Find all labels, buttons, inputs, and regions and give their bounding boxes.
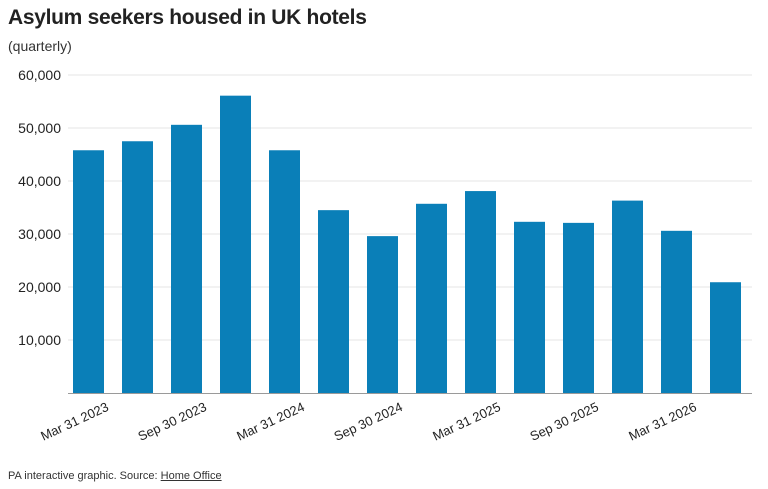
bar (661, 230, 692, 393)
x-tick-label: Mar 31 2026 (626, 399, 698, 443)
bar (514, 221, 545, 393)
bar (416, 203, 447, 393)
bar (122, 141, 153, 393)
bar (318, 210, 349, 393)
y-axis-tick-labels: 10,000 20,000 30,000 40,000 50,000 60,000 (18, 67, 61, 348)
gridlines (68, 74, 752, 341)
bar (563, 222, 594, 393)
bar (73, 150, 104, 393)
x-tick-label: Sep 30 2023 (136, 399, 209, 444)
x-tick-label: Sep 30 2024 (332, 399, 405, 444)
y-tick-label: 20,000 (18, 279, 61, 295)
bar (269, 150, 300, 393)
x-tick-label: Mar 31 2025 (430, 399, 502, 443)
source-link[interactable]: Home Office (160, 470, 222, 482)
bar (710, 282, 741, 393)
y-tick-label: 30,000 (18, 226, 61, 242)
bar (171, 124, 202, 393)
bars (73, 95, 741, 394)
y-tick-label: 50,000 (18, 120, 61, 136)
bar-chart: 10,000 20,000 30,000 40,000 50,000 60,000 Mar… (18, 67, 752, 444)
x-tick-label: Mar 31 2024 (234, 399, 306, 443)
bar (465, 191, 496, 393)
footer-credit: PA interactive graphic. Source: (8, 470, 161, 482)
x-axis-tick-labels: Mar 31 2023 Sep 30 2023 Mar 31 2024 Sep 30 … (38, 399, 698, 444)
y-tick-label: 40,000 (18, 173, 61, 189)
chart-subtitle: (quarterly) (8, 38, 72, 54)
y-tick-label: 10,000 (18, 332, 61, 348)
y-tick-label: 60,000 (18, 67, 61, 83)
chart-title: Asylum seekers housed in UK hotels (8, 6, 367, 29)
chart-footer: PA interactive graphic. Source: Home Off… (8, 470, 222, 482)
bar (367, 236, 398, 393)
bar (612, 200, 643, 393)
x-tick-label: Mar 31 2023 (38, 399, 110, 443)
x-tick-label: Sep 30 2025 (528, 399, 601, 444)
bar (220, 95, 251, 394)
